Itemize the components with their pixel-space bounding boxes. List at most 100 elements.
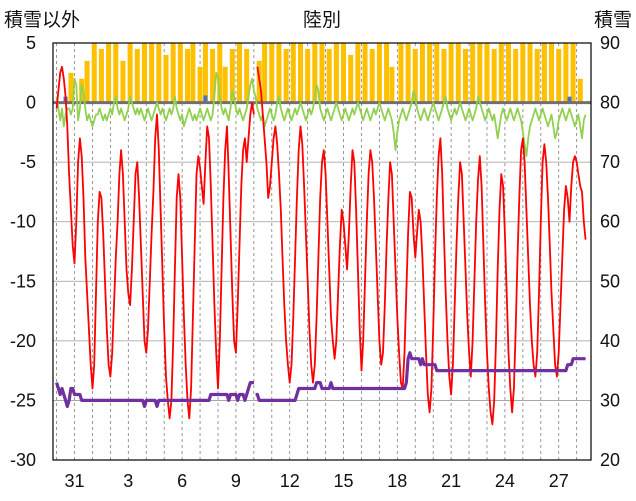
- chart-title: 陸別: [303, 9, 341, 31]
- precipitation-bar: [149, 43, 155, 103]
- precipitation-bar: [134, 48, 140, 103]
- precipitation-bar: [389, 66, 395, 103]
- sunshine-bar: [567, 96, 572, 103]
- left-tick-label: 0: [26, 93, 36, 113]
- precipitation-bar: [276, 43, 282, 103]
- left-tick-label: -30: [10, 450, 36, 470]
- precipitation-bar: [156, 43, 162, 103]
- precipitation-bar: [513, 48, 519, 103]
- precipitation-bar: [477, 43, 483, 103]
- precipitation-bar: [570, 43, 576, 103]
- precipitation-bar: [541, 43, 547, 103]
- precipitation-bar: [470, 43, 476, 103]
- precipitation-bar: [312, 43, 318, 103]
- snow_depth-line: [55, 351, 586, 408]
- wind-line: [55, 71, 587, 158]
- right-tick-label: 50: [600, 271, 620, 291]
- precipitation-bar: [563, 43, 569, 103]
- x-tick-label: 24: [495, 471, 515, 491]
- x-tick-label: 18: [387, 471, 407, 491]
- temperature-line: [55, 65, 587, 426]
- left-tick-label: 5: [26, 33, 36, 53]
- precipitation-bar: [412, 48, 418, 103]
- left-tick-label: -15: [10, 271, 36, 291]
- precipitation-bar: [177, 43, 183, 103]
- x-tick-label: 6: [177, 471, 187, 491]
- precipitation-bar: [549, 43, 555, 103]
- left-axis-label: 積雪以外: [4, 9, 80, 31]
- precipitation-bars: [68, 43, 583, 103]
- precipitation-bar: [448, 43, 454, 103]
- precipitation-bar: [84, 60, 90, 103]
- x-tick-label: 3: [123, 471, 133, 491]
- precipitation-bar: [127, 43, 133, 103]
- precipitation-bar: [348, 54, 354, 103]
- precipitation-bar: [98, 48, 104, 103]
- precipitation-bar: [577, 78, 583, 103]
- series-lines: [55, 65, 587, 426]
- precipitation-bar: [229, 48, 235, 103]
- precipitation-bar: [262, 43, 268, 103]
- precipitation-bar: [190, 43, 196, 103]
- precipitation-bar: [384, 43, 390, 103]
- right-axis-label: 積雪: [594, 9, 632, 31]
- precipitation-bar: [376, 43, 382, 103]
- precipitation-bar: [210, 48, 216, 103]
- precipitation-bar: [106, 43, 112, 103]
- precipitation-bar: [170, 43, 176, 103]
- left-tick-label: -5: [20, 152, 36, 172]
- precipitation-bar: [398, 43, 404, 103]
- x-tick-label: 21: [441, 471, 461, 491]
- precipitation-bar: [369, 48, 375, 103]
- precipitation-bar: [434, 43, 440, 103]
- precipitation-bar: [427, 43, 433, 103]
- x-tick-label: 9: [231, 471, 241, 491]
- x-axis-tick-labels: 31 3 6 9 12 15 18 21 24 27: [65, 471, 569, 491]
- x-tick-label: 27: [549, 471, 569, 491]
- precipitation-bar: [520, 43, 526, 103]
- precipitation-bar: [283, 48, 289, 103]
- sunshine-bar: [203, 95, 208, 103]
- precipitation-bar: [341, 43, 347, 103]
- precipitation-bar: [202, 43, 208, 103]
- precipitation-bar: [491, 48, 497, 103]
- precipitation-bar: [163, 54, 169, 103]
- x-tick-label: 15: [334, 471, 354, 491]
- right-tick-label: 70: [600, 152, 620, 172]
- left-tick-label: -25: [10, 390, 36, 410]
- precipitation-bar: [441, 48, 447, 103]
- precipitation-bar: [506, 43, 512, 103]
- precipitation-bar: [222, 66, 228, 103]
- right-tick-label: 60: [600, 212, 620, 232]
- precipitation-bar: [290, 43, 296, 103]
- precipitation-bar: [297, 43, 303, 103]
- precipitation-bar: [68, 72, 74, 103]
- precipitation-bar: [462, 48, 468, 103]
- precipitation-bar: [362, 43, 368, 103]
- right-tick-label: 40: [600, 331, 620, 351]
- precipitation-bar: [455, 43, 461, 103]
- precipitation-bar: [305, 48, 311, 103]
- left-tick-label: -10: [10, 212, 36, 232]
- precipitation-bar: [244, 48, 250, 103]
- x-tick-label: 31: [65, 471, 85, 491]
- precipitation-bar: [527, 43, 533, 103]
- right-tick-label: 80: [600, 93, 620, 113]
- precipitation-bar: [556, 48, 562, 103]
- precipitation-bar: [91, 43, 97, 103]
- precipitation-bar: [269, 43, 275, 103]
- precipitation-bar: [534, 48, 540, 103]
- precipitation-bar: [498, 43, 504, 103]
- right-tick-label: 20: [600, 450, 620, 470]
- precipitation-bar: [237, 43, 243, 103]
- left-axis-tick-labels: 5 0 -5 -10 -15 -20 -25 -30: [10, 33, 36, 470]
- right-tick-label: 30: [600, 390, 620, 410]
- right-axis-tick-labels: 90 80 70 60 50 40 30 20: [600, 33, 620, 470]
- precipitation-bar: [141, 43, 147, 103]
- precipitation-bar: [326, 48, 332, 103]
- precipitation-bar: [197, 66, 203, 103]
- precipitation-bar: [217, 43, 223, 103]
- x-tick-label: 12: [280, 471, 300, 491]
- precipitation-bar: [484, 43, 490, 103]
